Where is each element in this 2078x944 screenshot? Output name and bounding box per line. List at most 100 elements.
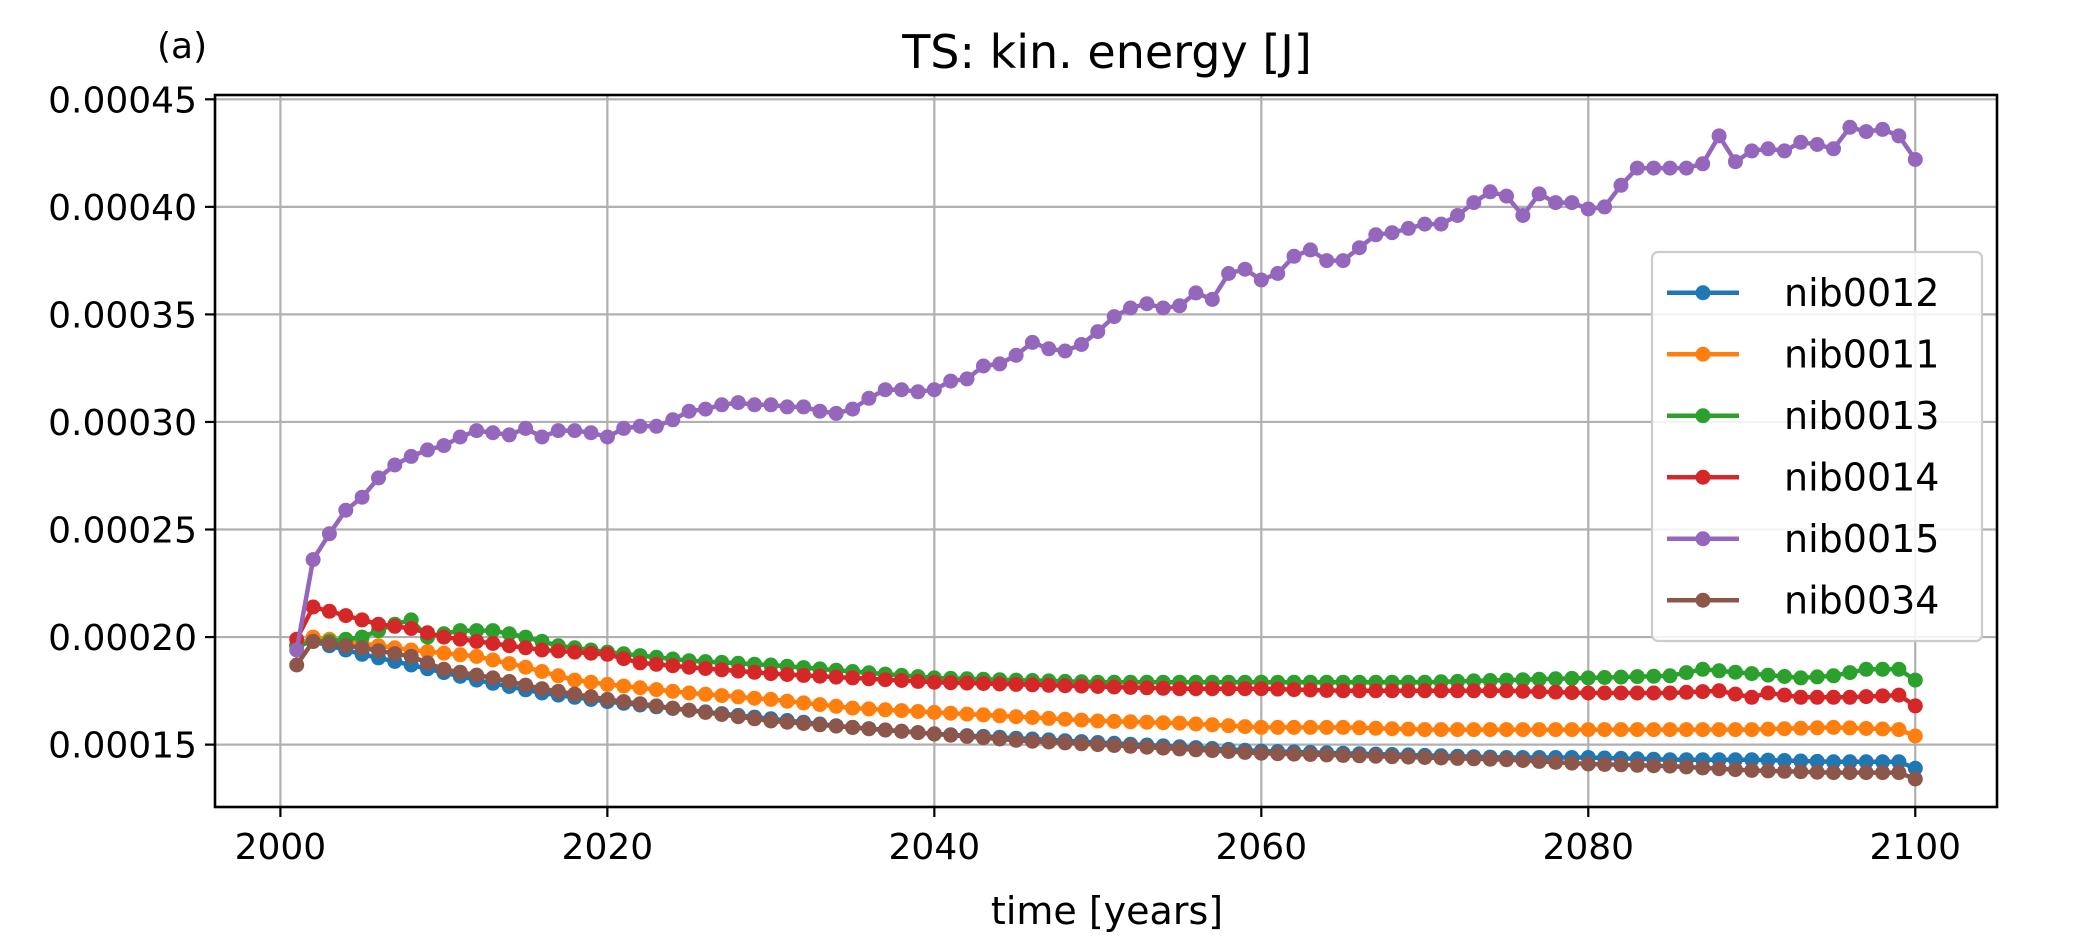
data-point [1155,680,1171,696]
data-point [1777,687,1792,703]
data-point [1695,156,1711,172]
data-point [812,717,828,733]
data-point [534,681,550,697]
y-axis: 0.00015 0.00020 0.00025 0.00030 0.00035 0.000… [48,80,215,767]
legend-label: nib0011 [1784,332,1939,376]
data-point [1188,716,1204,732]
data-point [1777,763,1792,779]
data-point [1842,765,1858,781]
data-point [1531,722,1547,738]
data-point [714,662,730,678]
data-point [1074,736,1089,752]
data-point [371,616,386,632]
data-point [436,645,452,661]
data-point [1515,753,1531,768]
data-point [501,427,517,443]
data-point [1744,143,1760,159]
data-point [681,685,697,701]
data-point [1302,682,1318,698]
data-point [828,718,844,734]
data-point [1875,121,1891,137]
data-point [1711,722,1727,738]
data-point [1907,152,1923,167]
data-point [321,636,337,651]
data-point [1400,220,1416,236]
data-point [1400,721,1416,737]
x-axis-label: time [years] [991,889,1223,933]
data-point [747,397,762,413]
data-point [861,390,877,406]
data-point [1858,721,1874,736]
data-point [1597,199,1613,215]
data-point [1564,755,1580,771]
legend-label: nib0034 [1784,578,1939,622]
data-point [1335,719,1351,735]
data-point [289,657,305,673]
data-point [534,664,550,679]
data-point [436,629,452,645]
data-point [812,668,828,684]
data-point [1106,738,1122,753]
data-point [861,721,877,737]
data-point [959,675,975,691]
data-point [1057,343,1073,359]
data-point [1646,685,1662,701]
series-nib0011 [289,629,1923,744]
series-nib0014 [289,599,1923,714]
data-point [1466,195,1482,211]
data-point [1826,141,1841,157]
data-point [1531,671,1547,687]
data-point [501,638,517,654]
data-point [1041,341,1057,357]
data-point [371,643,386,659]
data-point [1368,720,1384,736]
data-point [1074,712,1089,728]
data-point [1548,722,1564,738]
data-point [1482,673,1498,688]
data-point [1875,688,1891,704]
data-point [1858,124,1874,140]
data-point [1809,689,1825,705]
data-point [1335,747,1351,763]
data-point [1433,216,1449,232]
data-point [1155,740,1171,756]
data-point [1499,683,1514,699]
data-point [1417,722,1433,738]
data-point [1482,722,1498,738]
data-point [1499,722,1514,738]
data-point [877,722,893,738]
data-point [1172,298,1188,314]
data-point [665,683,681,699]
data-point [1777,143,1792,159]
data-point [1368,683,1384,699]
data-point [796,716,812,731]
data-point [469,423,485,439]
x-tick-label: 2040 [889,827,981,868]
data-point [1221,266,1237,281]
series-line [294,604,1917,708]
data-point [1744,762,1760,778]
data-point [1842,119,1858,135]
data-point [1433,722,1449,738]
data-point [1024,733,1040,749]
data-point [616,678,632,694]
legend-label: nib0015 [1784,517,1939,561]
data-point [1891,128,1907,144]
data-point [828,405,844,421]
data-point [1286,746,1302,762]
data-point [1139,296,1155,312]
data-point [714,397,730,413]
data-point [763,691,779,707]
data-point [943,705,959,721]
data-point [665,700,681,716]
data-point [583,645,599,661]
data-point [992,676,1008,692]
data-point [845,670,861,686]
data-point [1629,669,1645,685]
data-point [1891,754,1907,770]
legend-marker [1695,592,1711,608]
data-point [1646,668,1662,684]
data-point [567,686,583,702]
data-point [730,709,746,725]
data-point [779,693,795,709]
